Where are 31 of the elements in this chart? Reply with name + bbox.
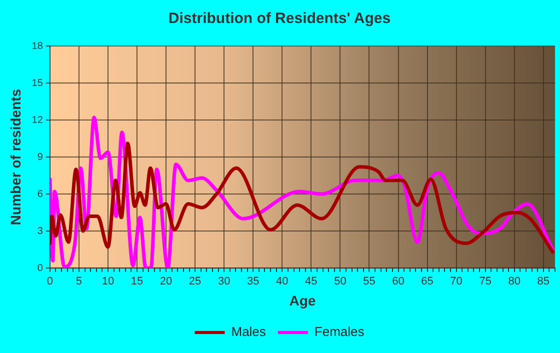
y-tick-label: 3 — [37, 226, 44, 237]
x-tick-label: 30 — [218, 276, 230, 288]
y-tick-label: 15 — [32, 78, 44, 89]
y-tick-label: 12 — [32, 114, 44, 126]
y-tick-label: 18 — [32, 40, 44, 52]
x-tick-label: 5 — [76, 276, 82, 288]
x-tick-label: 45 — [305, 276, 318, 288]
x-tick-label: 85 — [537, 276, 550, 288]
x-tick-label: 50 — [334, 276, 346, 288]
x-tick-label: 60 — [392, 276, 404, 288]
x-tick-label: 80 — [508, 276, 520, 288]
y-tick-label: 9 — [37, 152, 44, 163]
y-tick-label: 6 — [37, 188, 44, 200]
x-axis-title: Age — [289, 292, 316, 308]
x-tick-label: 70 — [450, 276, 462, 288]
line-series — [50, 142, 554, 254]
x-tick-label: 15 — [130, 276, 144, 288]
y-axis-title: Number of residents — [7, 88, 24, 226]
legend-label: Females — [314, 324, 365, 340]
x-tick-label: 20 — [160, 276, 172, 288]
y-tick-label: 0 — [37, 262, 44, 274]
x-tick-label: 55 — [363, 276, 376, 288]
chart-title: Distribution of Residents' Ages — [168, 10, 391, 28]
x-tick-label: 0 — [46, 276, 53, 288]
x-tick-label: 25 — [188, 276, 202, 288]
x-tick-label: 65 — [421, 276, 434, 288]
x-tick-label: 35 — [246, 276, 260, 288]
legend-label: Males — [231, 324, 266, 340]
x-tick-label: 40 — [276, 276, 288, 288]
x-tick-label: 10 — [102, 276, 114, 288]
x-tick-label: 75 — [479, 276, 492, 288]
